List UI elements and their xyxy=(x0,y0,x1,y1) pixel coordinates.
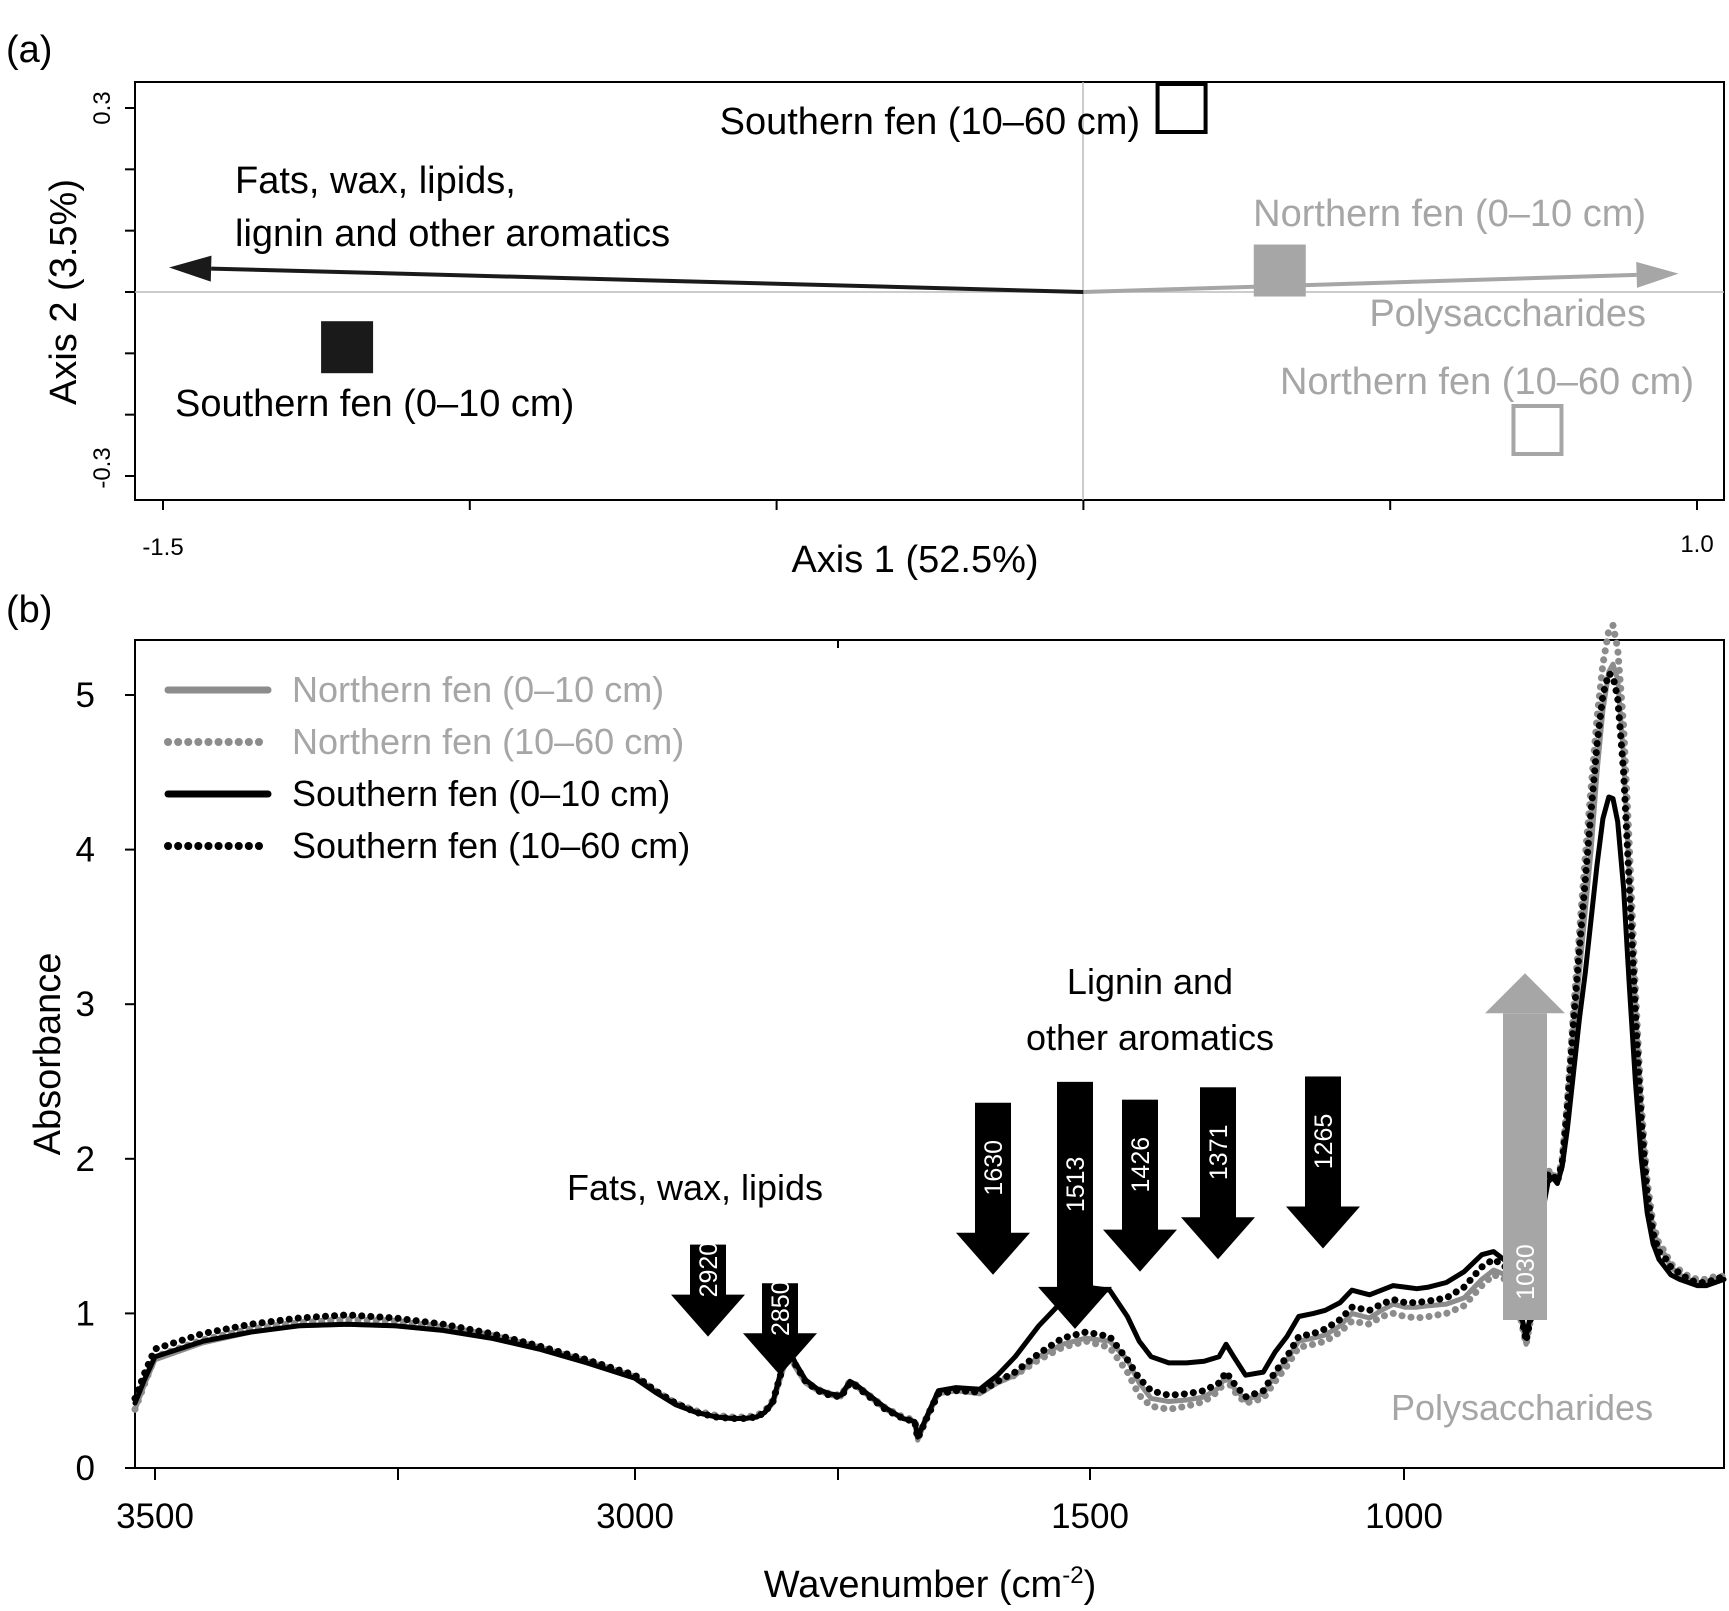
vector-shaft-0 xyxy=(211,269,1083,292)
vector-label-lipids-line1: Fats, wax, lipids, xyxy=(235,160,516,202)
panel-b-ytick-label: 5 xyxy=(76,676,95,715)
legend-item-0: Northern fen (0–10 cm) xyxy=(168,669,664,710)
peak-arrow-label: 2850 xyxy=(767,1280,795,1336)
panel-a-frame xyxy=(135,82,1724,500)
peak-arrow-label: 1030 xyxy=(1512,1244,1540,1300)
peak-arrow-1513: 1513 xyxy=(1038,1082,1112,1329)
annotation-lignin-line1: Lignin and xyxy=(1067,961,1233,1002)
series-line-2 xyxy=(135,797,1724,1437)
legend-label: Southern fen (10–60 cm) xyxy=(292,825,690,866)
legend-label: Northern fen (0–10 cm) xyxy=(292,669,664,710)
panel-b-ytick-label: 1 xyxy=(76,1294,95,1333)
panel-b-frame xyxy=(135,640,1724,1468)
vector-head-0 xyxy=(169,256,211,282)
peak-arrow-label: 1426 xyxy=(1127,1137,1155,1193)
peak-arrow-1630: 1630 xyxy=(956,1103,1030,1275)
peak-arrow-2850: 2850 xyxy=(743,1280,817,1375)
vector-label-lipids-line2: lignin and other aromatics xyxy=(235,213,670,255)
vector-shaft-1 xyxy=(1083,275,1636,292)
peak-arrow-label: 1630 xyxy=(980,1140,1008,1196)
panel-b-xtick-label: 1000 xyxy=(1365,1497,1443,1536)
peak-arrow-1426: 1426 xyxy=(1103,1100,1177,1272)
legend-label: Northern fen (10–60 cm) xyxy=(292,721,684,762)
scatter-point-2 xyxy=(1254,245,1306,297)
panel-b-xlabel: Wavenumber (cm-2) xyxy=(764,1562,1096,1606)
legend-label: Southern fen (0–10 cm) xyxy=(292,773,670,814)
panel-a-plot: -1.5 1.0 0.3 -0.3 Axis 1 (52.5%) Axis 2 … xyxy=(43,82,1724,581)
scatter-point-1 xyxy=(321,321,373,373)
panel-b-label: (b) xyxy=(6,589,52,631)
panel-b-ytick-label: 0 xyxy=(76,1449,95,1488)
panel-b-xtick-label: 1500 xyxy=(1051,1497,1129,1536)
point-label-northern-10-60: Northern fen (10–60 cm) xyxy=(1280,361,1694,403)
panel-a-ytick-max: 0.3 xyxy=(89,91,116,124)
peak-arrow-label: 1265 xyxy=(1310,1114,1338,1170)
legend-item-3: Southern fen (10–60 cm) xyxy=(168,825,690,866)
panel-a-xtick-min: -1.5 xyxy=(142,534,183,561)
point-label-southern-10-60: Southern fen (10–60 cm) xyxy=(720,101,1140,143)
vector-head-1 xyxy=(1636,262,1678,288)
legend-item-1: Northern fen (10–60 cm) xyxy=(168,721,684,762)
annotation-fats: Fats, wax, lipids xyxy=(567,1167,823,1208)
panel-b-xtick-label: 3000 xyxy=(596,1497,674,1536)
panel-b-ytick-label: 4 xyxy=(76,831,95,870)
peak-arrow-2920: 2920 xyxy=(671,1242,745,1337)
annotation-lignin-line2: other aromatics xyxy=(1026,1017,1274,1058)
peak-arrow-label: 2920 xyxy=(695,1242,723,1298)
panel-a-xtick-max: 1.0 xyxy=(1680,531,1713,558)
peak-arrow-label: 1513 xyxy=(1062,1157,1090,1213)
point-label-southern-0-10: Southern fen (0–10 cm) xyxy=(175,383,574,425)
scatter-point-0 xyxy=(1158,84,1206,132)
annotation-polysaccharides: Polysaccharides xyxy=(1391,1387,1653,1428)
panel-b-ytick-label: 2 xyxy=(76,1140,95,1179)
scatter-point-3 xyxy=(1513,406,1561,454)
point-label-northern-0-10: Northern fen (0–10 cm) xyxy=(1253,193,1646,235)
panel-b-xtick-label: 3500 xyxy=(116,1497,194,1536)
legend-item-2: Southern fen (0–10 cm) xyxy=(168,773,670,814)
panel-b-ylabel: Absorbance xyxy=(27,953,69,1156)
vector-label-polysaccharides: Polysaccharides xyxy=(1369,293,1646,335)
peak-arrow-label: 1371 xyxy=(1205,1124,1233,1180)
panel-a-ylabel: Axis 2 (3.5%) xyxy=(43,179,85,405)
panel-a-xlabel: Axis 1 (52.5%) xyxy=(791,539,1038,581)
peak-arrow-1265: 1265 xyxy=(1286,1076,1360,1248)
peak-arrow-1030: 1030 xyxy=(1485,973,1565,1320)
panel-a-label: (a) xyxy=(6,29,52,71)
panel-b-ytick-label: 3 xyxy=(76,985,95,1024)
panel-a-ytick-min: -0.3 xyxy=(89,447,116,488)
peak-arrow-1371: 1371 xyxy=(1181,1087,1255,1259)
panel-b-plot: 0 1 2 3 4 5 3500 3000 1500 1000 2920 2850 1630 1513 1… xyxy=(27,625,1724,1606)
